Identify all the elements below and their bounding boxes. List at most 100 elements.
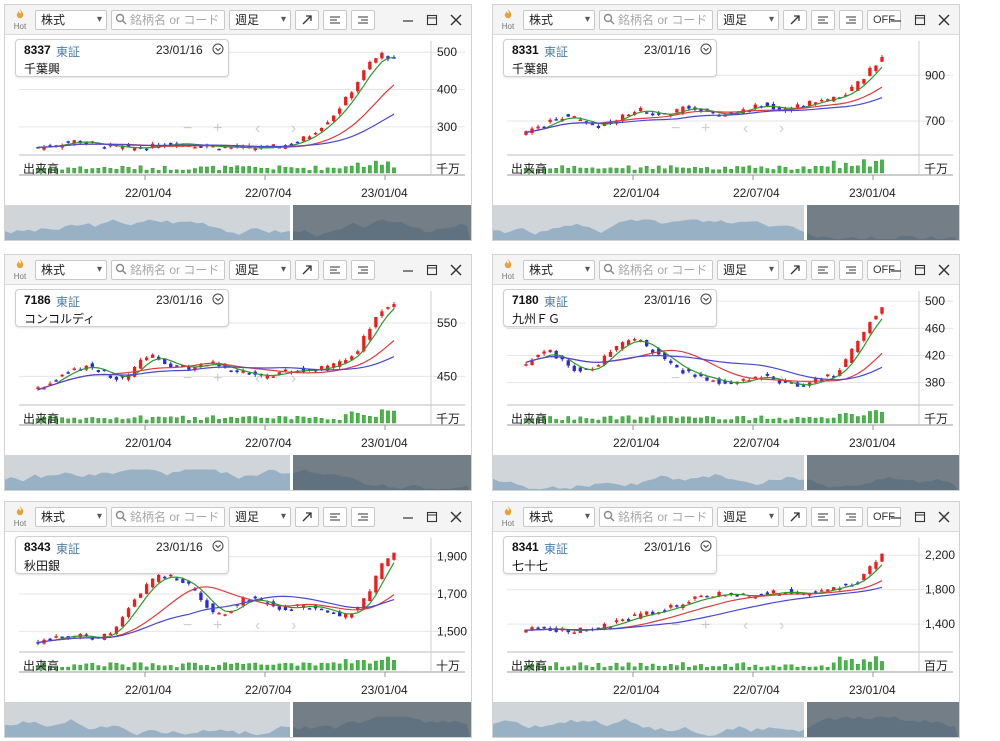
period-select[interactable]: 週足 ▾ — [717, 260, 779, 280]
minimize-icon[interactable] — [401, 510, 415, 524]
navigator-selection[interactable] — [805, 702, 959, 738]
minimize-icon[interactable] — [401, 263, 415, 277]
navigator-handle[interactable] — [290, 702, 293, 738]
security-type-select[interactable]: 株式 ▾ — [523, 260, 595, 280]
navigator-handle[interactable] — [804, 702, 807, 738]
symbol-search-input[interactable]: 銘柄名 or コード — [599, 507, 713, 527]
hot-icon[interactable]: Hot — [9, 505, 31, 529]
period-select[interactable]: 週足 ▾ — [717, 507, 779, 527]
period-select[interactable]: 週足 ▾ — [229, 507, 291, 527]
hot-icon[interactable]: Hot — [497, 258, 519, 282]
maximize-icon[interactable] — [425, 263, 439, 277]
symbol-search-input[interactable]: 銘柄名 or コード — [111, 10, 225, 30]
price-chart[interactable]: 550 450 − + ‹ › — [5, 255, 471, 455]
align-left-button[interactable] — [811, 10, 835, 30]
chevron-down-icon[interactable] — [700, 43, 712, 55]
hot-icon[interactable]: Hot — [9, 8, 31, 32]
align-right-button[interactable] — [839, 260, 863, 280]
security-type-select[interactable]: 株式 ▾ — [523, 10, 595, 30]
maximize-icon[interactable] — [425, 13, 439, 27]
navigator-strip[interactable] — [493, 702, 959, 738]
minimize-icon[interactable] — [889, 263, 903, 277]
navigator-selection[interactable] — [291, 205, 471, 241]
off-toggle-button[interactable]: OFF — [867, 10, 901, 30]
maximize-icon[interactable] — [425, 510, 439, 524]
symbol-search-input[interactable]: 銘柄名 or コード — [111, 260, 225, 280]
drawing-tool-button[interactable] — [783, 260, 807, 280]
align-right-button[interactable] — [351, 10, 375, 30]
price-chart[interactable]: 500 400 300 − + ‹ › — [5, 5, 471, 205]
maximize-icon[interactable] — [913, 13, 927, 27]
close-icon[interactable] — [449, 510, 463, 524]
symbol-search-input[interactable]: 銘柄名 or コード — [111, 507, 225, 527]
align-right-button[interactable] — [351, 507, 375, 527]
security-type-select[interactable]: 株式 ▾ — [35, 507, 107, 527]
drawing-tool-button[interactable] — [295, 260, 319, 280]
symbol-search-input[interactable]: 銘柄名 or コード — [599, 260, 713, 280]
period-select[interactable]: 週足 ▾ — [229, 10, 291, 30]
security-type-select[interactable]: 株式 ▾ — [523, 507, 595, 527]
navigator-selection[interactable] — [291, 702, 471, 738]
close-icon[interactable] — [449, 263, 463, 277]
align-right-button[interactable] — [839, 10, 863, 30]
chevron-down-icon[interactable] — [700, 540, 712, 552]
navigator-selection[interactable] — [805, 205, 959, 241]
security-type-select[interactable]: 株式 ▾ — [35, 10, 107, 30]
zoom-controls[interactable]: − + ‹ › — [183, 370, 296, 387]
navigator-handle[interactable] — [290, 455, 293, 491]
navigator-strip[interactable] — [5, 702, 471, 738]
zoom-controls[interactable]: − + ‹ › — [671, 617, 784, 634]
minimize-icon[interactable] — [889, 510, 903, 524]
drawing-tool-button[interactable] — [783, 507, 807, 527]
align-right-button[interactable] — [351, 260, 375, 280]
chevron-down-icon[interactable] — [212, 43, 224, 55]
chevron-down-icon[interactable] — [212, 540, 224, 552]
candle-body — [693, 596, 697, 599]
drawing-tool-button[interactable] — [295, 10, 319, 30]
navigator-strip[interactable] — [493, 205, 959, 241]
align-left-button[interactable] — [811, 507, 835, 527]
hot-icon[interactable]: Hot — [497, 505, 519, 529]
drawing-tool-button[interactable] — [783, 10, 807, 30]
period-select[interactable]: 週足 ▾ — [717, 10, 779, 30]
symbol-search-input[interactable]: 銘柄名 or コード — [599, 10, 713, 30]
minimize-icon[interactable] — [889, 13, 903, 27]
align-left-button[interactable] — [323, 10, 347, 30]
period-select[interactable]: 週足 ▾ — [229, 260, 291, 280]
price-chart[interactable]: 900 700 − + ‹ › — [493, 5, 959, 205]
hot-icon[interactable]: Hot — [9, 258, 31, 282]
candle-body — [108, 375, 113, 379]
maximize-icon[interactable] — [913, 510, 927, 524]
zoom-controls[interactable]: − + ‹ › — [671, 120, 784, 137]
navigator-selection[interactable] — [805, 455, 959, 491]
close-icon[interactable] — [449, 13, 463, 27]
zoom-controls[interactable]: − + ‹ › — [183, 120, 296, 137]
off-toggle-button[interactable]: OFF — [867, 260, 901, 280]
align-left-button[interactable] — [323, 507, 347, 527]
close-icon[interactable] — [937, 13, 951, 27]
off-toggle-button[interactable]: OFF — [867, 507, 901, 527]
close-icon[interactable] — [937, 510, 951, 524]
zoom-controls[interactable]: − + ‹ › — [183, 617, 296, 634]
navigator-strip[interactable] — [5, 205, 471, 241]
chevron-down-icon[interactable] — [700, 293, 712, 305]
drawing-tool-button[interactable] — [295, 507, 319, 527]
price-chart[interactable]: 2,200 1,800 1,400 − + ‹ › — [493, 502, 959, 702]
navigator-selection[interactable] — [291, 455, 471, 491]
maximize-icon[interactable] — [913, 263, 927, 277]
navigator-handle[interactable] — [290, 205, 293, 241]
navigator-handle[interactable] — [804, 205, 807, 241]
align-left-button[interactable] — [811, 260, 835, 280]
align-left-button[interactable] — [323, 260, 347, 280]
minimize-icon[interactable] — [401, 13, 415, 27]
chevron-down-icon[interactable] — [212, 293, 224, 305]
hot-icon[interactable]: Hot — [497, 8, 519, 32]
price-chart[interactable]: 1,900 1,700 1,500 − + ‹ › — [5, 502, 471, 702]
navigator-strip[interactable] — [5, 455, 471, 491]
navigator-strip[interactable] — [493, 455, 959, 491]
navigator-handle[interactable] — [804, 455, 807, 491]
close-icon[interactable] — [937, 263, 951, 277]
align-right-button[interactable] — [839, 507, 863, 527]
security-type-select[interactable]: 株式 ▾ — [35, 260, 107, 280]
